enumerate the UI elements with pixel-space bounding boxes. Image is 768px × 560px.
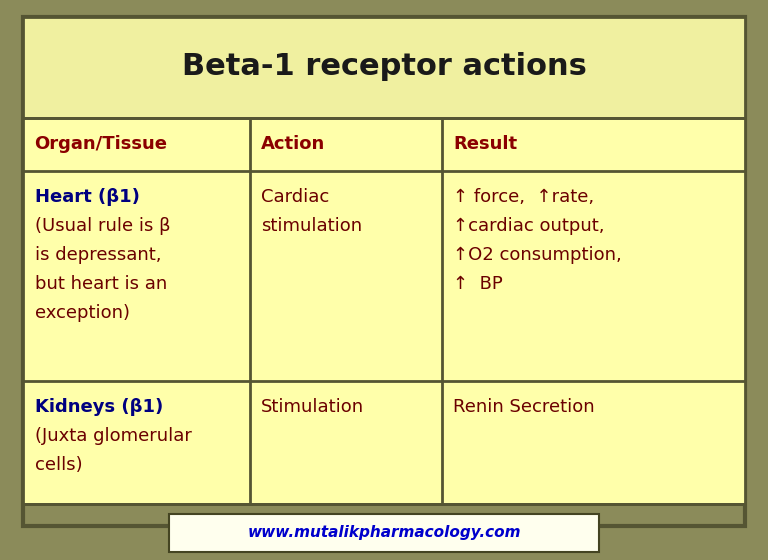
Text: cells): cells) (35, 456, 82, 474)
FancyBboxPatch shape (23, 17, 745, 118)
Text: ↑O2 consumption,: ↑O2 consumption, (453, 246, 622, 264)
Text: (Juxta glomerular: (Juxta glomerular (35, 427, 191, 445)
Text: Action: Action (261, 135, 326, 153)
FancyBboxPatch shape (23, 118, 745, 504)
Text: stimulation: stimulation (261, 217, 362, 235)
Text: Beta-1 receptor actions: Beta-1 receptor actions (181, 52, 587, 81)
Text: www.mutalikpharmacology.com: www.mutalikpharmacology.com (247, 525, 521, 540)
Text: (Usual rule is β: (Usual rule is β (35, 217, 170, 235)
Text: Kidneys (β1): Kidneys (β1) (35, 398, 163, 416)
FancyBboxPatch shape (169, 514, 599, 552)
Text: ↑  BP: ↑ BP (453, 275, 503, 293)
Text: Organ/Tissue: Organ/Tissue (35, 135, 167, 153)
Text: Heart (β1): Heart (β1) (35, 188, 140, 206)
Text: Result: Result (453, 135, 517, 153)
Text: ↑cardiac output,: ↑cardiac output, (453, 217, 604, 235)
Text: exception): exception) (35, 304, 130, 322)
Text: Renin Secretion: Renin Secretion (453, 398, 594, 416)
FancyBboxPatch shape (23, 17, 745, 526)
Text: is depressant,: is depressant, (35, 246, 161, 264)
Text: Stimulation: Stimulation (261, 398, 364, 416)
Text: ↑ force,  ↑rate,: ↑ force, ↑rate, (453, 188, 594, 206)
Text: Cardiac: Cardiac (261, 188, 329, 206)
Text: but heart is an: but heart is an (35, 275, 167, 293)
